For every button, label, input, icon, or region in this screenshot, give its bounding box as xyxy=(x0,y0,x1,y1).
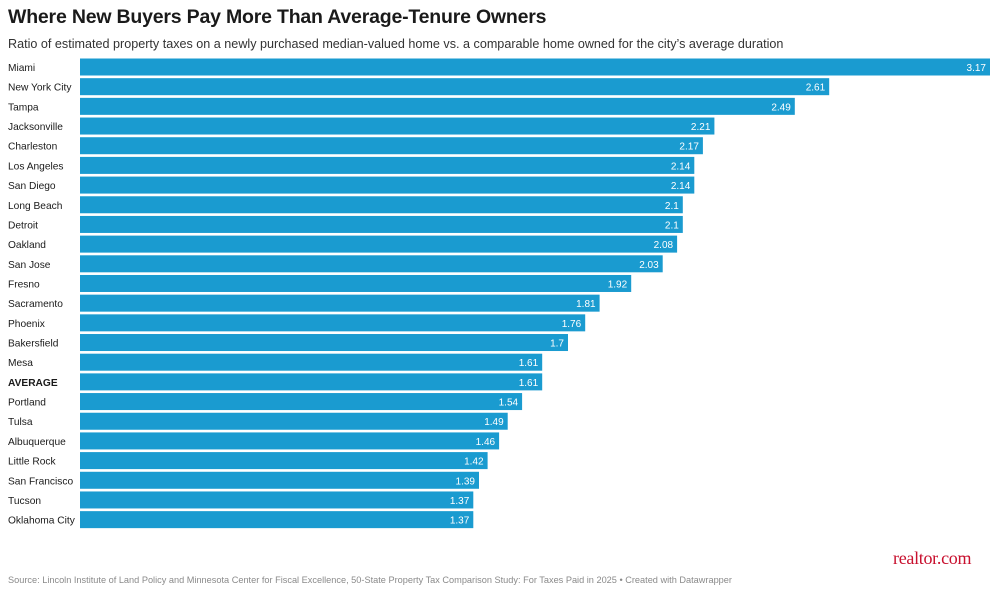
value-label: 1.49 xyxy=(484,417,504,428)
bar xyxy=(80,97,795,115)
value-label: 1.81 xyxy=(576,299,596,310)
category-label: Detroit xyxy=(8,220,38,231)
value-label: 1.61 xyxy=(519,378,539,389)
bar xyxy=(80,314,586,332)
category-label: Oklahoma City xyxy=(8,516,76,527)
bar xyxy=(80,215,683,233)
bar xyxy=(80,511,474,529)
bar xyxy=(80,412,508,430)
category-label: Tucson xyxy=(8,496,41,507)
category-label: Bakersfield xyxy=(8,339,59,350)
value-label: 1.61 xyxy=(519,358,539,369)
category-label: Sacramento xyxy=(8,299,63,310)
bar xyxy=(80,373,543,391)
value-label: 2.1 xyxy=(665,220,679,231)
bar xyxy=(80,432,500,450)
category-label: Tampa xyxy=(8,102,39,113)
category-label: Oakland xyxy=(8,240,46,251)
value-label: 1.7 xyxy=(550,339,564,350)
bar xyxy=(80,274,632,292)
bar xyxy=(80,491,474,509)
category-label: Miami xyxy=(8,63,35,74)
bar xyxy=(80,255,663,273)
value-label: 1.46 xyxy=(476,437,496,448)
bar xyxy=(80,58,990,76)
value-label: 1.54 xyxy=(499,398,519,409)
category-label: Jacksonville xyxy=(8,122,63,133)
bar xyxy=(80,471,479,489)
value-label: 2.21 xyxy=(691,122,711,133)
category-label: AVERAGE xyxy=(8,378,58,389)
category-label: Charleston xyxy=(8,142,57,153)
bar xyxy=(80,176,695,194)
value-label: 2.08 xyxy=(654,240,674,251)
value-label: 2.49 xyxy=(771,102,791,113)
bar xyxy=(80,452,488,470)
bar xyxy=(80,137,703,155)
value-label: 2.14 xyxy=(671,161,691,172)
value-label: 1.37 xyxy=(450,496,470,507)
chart-subtitle: Ratio of estimated property taxes on a n… xyxy=(8,37,784,51)
bar xyxy=(80,235,678,253)
value-label: 1.39 xyxy=(456,476,476,487)
category-label: Tulsa xyxy=(8,417,33,428)
value-label: 2.61 xyxy=(806,83,826,94)
category-label: San Francisco xyxy=(8,476,73,487)
bar xyxy=(80,353,543,371)
value-label: 2.14 xyxy=(671,181,691,192)
category-label: Mesa xyxy=(8,358,33,369)
bar xyxy=(80,117,715,135)
value-label: 2.1 xyxy=(665,201,679,212)
category-label: Little Rock xyxy=(8,457,56,468)
value-label: 1.42 xyxy=(464,457,484,468)
value-label: 2.03 xyxy=(639,260,659,271)
bar xyxy=(80,196,683,214)
category-label: San Diego xyxy=(8,181,56,192)
category-label: Long Beach xyxy=(8,201,62,212)
bar xyxy=(80,294,600,312)
chart-title: Where New Buyers Pay More Than Average-T… xyxy=(8,6,547,28)
bar xyxy=(80,393,523,411)
bar xyxy=(80,334,568,352)
value-label: 1.92 xyxy=(608,279,628,290)
category-label: Los Angeles xyxy=(8,161,64,172)
bar xyxy=(80,156,695,174)
value-label: 2.17 xyxy=(679,142,699,153)
source-note: Source: Lincoln Institute of Land Policy… xyxy=(8,575,732,585)
category-label: Fresno xyxy=(8,279,40,290)
category-label: Albuquerque xyxy=(8,437,66,448)
bar xyxy=(80,78,830,96)
category-label: San Jose xyxy=(8,260,51,271)
category-label: New York City xyxy=(8,83,72,94)
value-label: 3.17 xyxy=(967,63,987,74)
value-label: 1.76 xyxy=(562,319,582,330)
category-label: Portland xyxy=(8,398,46,409)
realtor-logo: realtor.com xyxy=(893,548,972,568)
value-label: 1.37 xyxy=(450,516,470,527)
bar-chart: Miami 3.17 New York City 2.61 Tampa 2.49 Jacks… xyxy=(8,58,990,529)
category-label: Phoenix xyxy=(8,319,45,330)
